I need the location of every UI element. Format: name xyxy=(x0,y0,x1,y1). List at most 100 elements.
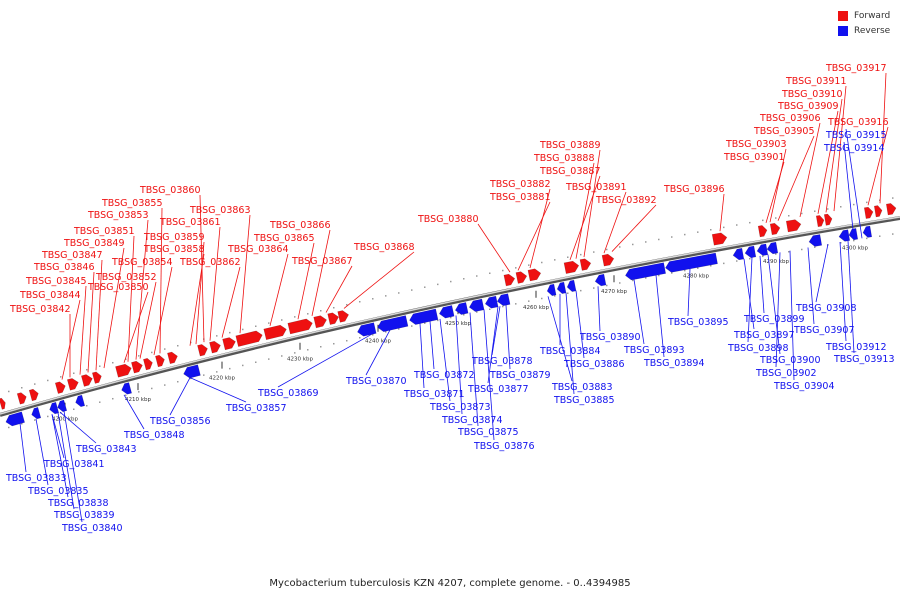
forward-gene-label: TBSG_03887 xyxy=(539,166,601,177)
forward-leader-line xyxy=(297,242,315,320)
forward-gene-arrow xyxy=(80,374,93,387)
reverse-gene-label: TBSG_03890 xyxy=(579,332,641,343)
forward-leader-line xyxy=(719,193,725,232)
forward-gene-label: TBSG_03850 xyxy=(87,282,149,293)
reverse-gene-label: TBSG_03833 xyxy=(5,473,67,484)
forward-leader-line xyxy=(777,135,815,221)
forward-gene-label: TBSG_03862 xyxy=(179,257,241,268)
forward-gene-arrow xyxy=(155,354,165,368)
reverse-leader-line xyxy=(633,279,645,345)
track-dot xyxy=(385,295,387,297)
track-dot xyxy=(632,279,634,282)
track-dot xyxy=(34,383,36,385)
forward-gene-arrow xyxy=(873,205,883,218)
reverse-gene-label: TBSG_03899 xyxy=(743,314,805,325)
kbp-tick-label: 4260 kbp xyxy=(523,305,549,311)
forward-gene-arrow xyxy=(235,330,263,347)
reverse-gene-label: TBSG_03857 xyxy=(225,403,287,414)
track-dot xyxy=(541,297,543,300)
forward-gene-label: TBSG_03882 xyxy=(489,179,551,190)
forward-gene-label: TBSG_03865 xyxy=(253,233,315,244)
reverse-leader-line xyxy=(839,241,847,342)
forward-gene-label: TBSG_03888 xyxy=(533,153,595,164)
track-dot xyxy=(502,305,504,308)
kbp-tick-label: 4230 kbp xyxy=(287,357,313,363)
reverse-gene-arrow xyxy=(744,245,757,259)
reverse-leader-line xyxy=(575,290,585,359)
forward-leader-line xyxy=(269,253,289,326)
track-dot xyxy=(229,367,231,370)
reverse-gene-arrow xyxy=(57,399,68,412)
forward-leader-line xyxy=(311,229,331,316)
forward-leader-line xyxy=(603,191,627,254)
kbp-tick-label: 4280 kbp xyxy=(683,274,709,280)
forward-gene-arrow xyxy=(16,392,27,405)
reverse-leader-line xyxy=(59,411,97,444)
legend-forward: Forward xyxy=(838,8,890,23)
track-dot xyxy=(164,348,166,350)
forward-leader-line xyxy=(221,266,241,338)
reverse-gene-arrow xyxy=(496,293,511,307)
track-dot xyxy=(671,236,673,238)
reverse-gene-label: TBSG_03883 xyxy=(551,382,613,393)
reverse-gene-label: TBSG_03843 xyxy=(75,444,137,455)
reverse-leader-line xyxy=(687,268,691,317)
forward-gene-label: TBSG_03906 xyxy=(759,113,821,124)
forward-gene-arrow xyxy=(563,260,580,274)
forward-leader-line xyxy=(123,291,149,363)
track-dot xyxy=(697,267,699,269)
reverse-gene-label: TBSG_03838 xyxy=(47,498,109,509)
reverse-gene-arrow xyxy=(566,279,577,292)
forward-gene-arrow xyxy=(263,324,287,341)
reverse-gene-label: TBSG_03876 xyxy=(473,441,535,452)
track-dot xyxy=(424,322,426,324)
reverse-leader-line xyxy=(767,254,781,355)
reverse-gene-label: TBSG_03873 xyxy=(429,402,491,413)
track-dot xyxy=(554,259,556,261)
track-dot xyxy=(411,325,413,327)
reverse-gene-arrow xyxy=(409,308,439,325)
track-dot xyxy=(840,206,842,208)
track-dot xyxy=(385,331,387,333)
reverse-gene-arrow xyxy=(121,382,132,395)
kbp-tick-label: 4270 kbp xyxy=(601,289,627,295)
forward-gene-label: TBSG_03911 xyxy=(785,76,847,87)
reverse-leader-line xyxy=(189,377,247,403)
reverse-gene-label: TBSG_03835 xyxy=(27,486,89,497)
forward-gene-label: TBSG_03852 xyxy=(95,272,157,283)
reverse-leader-line xyxy=(789,250,795,381)
forward-gene-label: TBSG_03859 xyxy=(143,232,205,243)
track-dot xyxy=(567,256,569,258)
reverse-leader-line xyxy=(277,333,373,388)
forward-leader-line xyxy=(799,122,821,217)
reverse-leader-line xyxy=(51,414,65,459)
forward-gene-arrow xyxy=(823,213,833,226)
track-dot xyxy=(593,251,595,253)
reverse-gene-label: TBSG_03885 xyxy=(553,395,615,406)
track-dot xyxy=(775,217,777,219)
reverse-gene-arrow xyxy=(49,401,60,415)
forward-gene-label: TBSG_03845 xyxy=(25,276,87,287)
forward-leader-line xyxy=(611,204,657,252)
forward-leader-line xyxy=(199,194,205,343)
reverse-gene-label: TBSG_03897 xyxy=(733,330,795,341)
track-dot xyxy=(138,391,140,393)
track-dot xyxy=(203,374,205,376)
reverse-leader-line xyxy=(843,141,855,240)
track-dot xyxy=(749,257,751,260)
reverse-gene-label: TBSG_03895 xyxy=(667,317,729,328)
forward-gene-arrow xyxy=(131,360,143,374)
gene-labels: TBSG_03842 TBSG_03844 TBSG_03845 TBSG_03846… xyxy=(5,63,895,534)
reverse-gene-label: TBSG_03870 xyxy=(345,376,407,387)
reverse-gene-label: TBSG_03898 xyxy=(727,343,789,354)
reverse-leader-line xyxy=(169,377,191,416)
reverse-gene-label: TBSG_03841 xyxy=(43,459,105,470)
forward-gene-label: TBSG_03864 xyxy=(227,244,289,255)
track-dot xyxy=(866,237,868,240)
track-dot xyxy=(21,387,23,389)
forward-leader-line xyxy=(159,207,163,354)
track-dot xyxy=(320,310,322,312)
track-dot xyxy=(125,394,127,397)
track-dot xyxy=(424,286,426,288)
track-dot xyxy=(528,264,530,266)
